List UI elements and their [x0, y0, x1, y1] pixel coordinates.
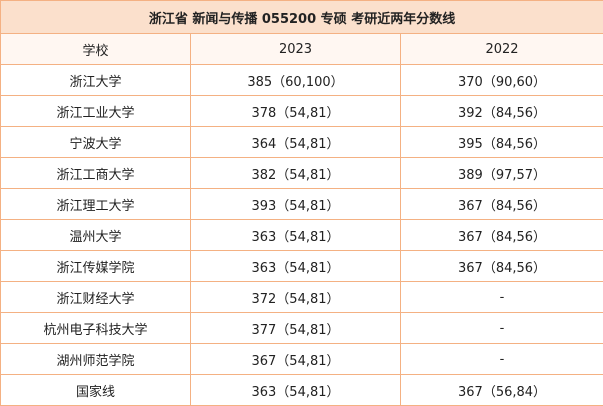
- school-cell: 浙江工商大学: [1, 158, 191, 189]
- score-cell: 363（54,81）: [191, 375, 401, 406]
- score-cell: 389（97,57）: [401, 158, 603, 189]
- score-cell: 363（54,81）: [191, 220, 401, 251]
- score-cell: 367（84,56）: [401, 251, 603, 282]
- header-cell: 学校: [1, 34, 191, 65]
- school-cell: 杭州电子科技大学: [1, 313, 191, 344]
- school-cell: 宁波大学: [1, 127, 191, 158]
- score-cell: 367（54,81）: [191, 344, 401, 375]
- school-cell: 浙江传媒学院: [1, 251, 191, 282]
- school-cell: 湖州师范学院: [1, 344, 191, 375]
- school-cell: 国家线: [1, 375, 191, 406]
- score-cell: 378（54,81）: [191, 96, 401, 127]
- score-cell: 392（84,56）: [401, 96, 603, 127]
- score-cell: 395（84,56）: [401, 127, 603, 158]
- score-cell: 385（60,100）: [191, 65, 401, 96]
- score-cell: 382（54,81）: [191, 158, 401, 189]
- header-cell: 2022: [401, 34, 603, 65]
- score-cell: 364（54,81）: [191, 127, 401, 158]
- score-cell: 370（90,60）: [401, 65, 603, 96]
- score-cell: -: [401, 344, 603, 375]
- score-cell: -: [401, 313, 603, 344]
- table-title: 浙江省 新闻与传播 055200 专硕 考研近两年分数线: [1, 1, 603, 34]
- title-row: 浙江省 新闻与传播 055200 专硕 考研近两年分数线: [1, 1, 603, 34]
- score-cell: 372（54,81）: [191, 282, 401, 313]
- score-cell: 367（56,84）: [401, 375, 603, 406]
- school-cell: 浙江财经大学: [1, 282, 191, 313]
- score-cell: 377（54,81）: [191, 313, 401, 344]
- score-cell: -: [401, 282, 603, 313]
- header-cell: 2023: [191, 34, 401, 65]
- school-cell: 温州大学: [1, 220, 191, 251]
- score-cell: 367（84,56）: [401, 189, 603, 220]
- school-cell: 浙江工业大学: [1, 96, 191, 127]
- school-cell: 浙江大学: [1, 65, 191, 96]
- score-cell: 363（54,81）: [191, 251, 401, 282]
- score-cell: 367（84,56）: [401, 220, 603, 251]
- school-cell: 浙江理工大学: [1, 189, 191, 220]
- score-cell: 393（54,81）: [191, 189, 401, 220]
